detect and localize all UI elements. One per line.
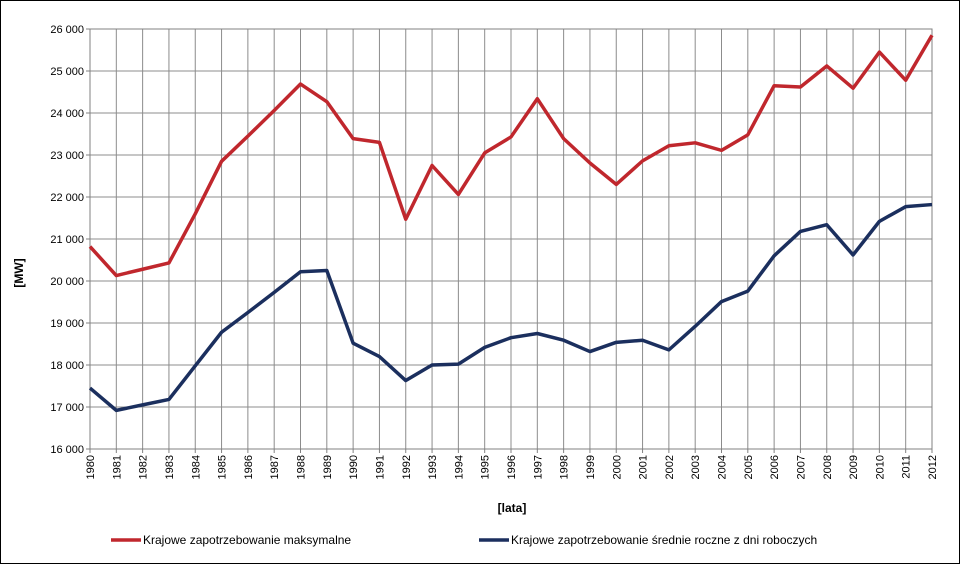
y-tick-label: 23 000 [50,150,84,162]
x-tick-label: 2011 [901,455,913,479]
x-tick-label: 1984 [190,455,202,479]
x-tick-label: 1980 [85,455,97,479]
x-tick-label: 1995 [480,455,492,479]
grid-lines [89,28,933,450]
y-tick-label: 25 000 [50,66,84,78]
y-tick-label: 17 000 [50,402,84,414]
x-tick-label: 1994 [453,455,465,479]
x-tick-label: 1997 [532,455,544,479]
y-tick-label: 16 000 [50,444,84,456]
x-tick-label: 1992 [401,455,413,479]
series-line-2 [88,202,933,413]
x-tick-label: 1996 [506,455,518,479]
x-tick-label: 1990 [348,455,360,479]
y-tick-label: 26 000 [50,24,84,36]
x-tick-label: 1998 [559,455,571,479]
x-tick-label: 1993 [427,455,439,479]
y-tick-label: 18 000 [50,360,84,372]
y-axis-ticks: 16 000 17 000 18 000 19 000 20 000 21 000 22 0… [50,24,90,456]
y-axis-label: [MW] [12,258,26,287]
x-tick-label: 1983 [164,455,176,479]
y-tick-label: 20 000 [50,276,84,288]
x-tick-label: 2005 [743,455,755,479]
legend: Krajowe zapotrzebowanie maksymalne Krajow… [111,533,817,547]
x-tick-label: 2002 [664,455,676,479]
x-axis-label: [lata] [498,501,527,515]
x-tick-label: 1982 [138,455,150,479]
x-tick-label: 2009 [848,455,860,479]
x-tick-label: 1985 [217,455,229,479]
x-tick-label: 2010 [874,455,886,479]
x-tick-label: 2006 [769,455,781,479]
legend-label-2: Krajowe zapotrzebowanie średnie roczne z… [511,533,817,547]
x-tick-label: 1987 [269,455,281,479]
y-tick-label: 22 000 [50,192,84,204]
y-tick-label: 21 000 [50,234,84,246]
x-tick-label: 2003 [690,455,702,479]
x-tick-label: 1999 [585,455,597,479]
x-tick-label: 1991 [374,455,386,479]
x-tick-label: 1988 [296,455,308,479]
x-tick-label: 2000 [611,455,623,479]
x-tick-label: 2007 [795,455,807,479]
x-tick-label: 1986 [243,455,255,479]
x-tick-label: 2001 [638,455,650,479]
x-tick-label: 2008 [822,455,834,479]
series-line-1 [88,34,934,278]
x-tick-label: 1981 [111,455,123,479]
x-tick-label: 2012 [927,455,939,479]
legend-label-1: Krajowe zapotrzebowanie maksymalne [143,533,351,547]
x-axis-ticks: 1980 1981 1982 1983 1984 1985 1986 1987 1988 1989… [85,449,939,479]
y-tick-label: 19 000 [50,318,84,330]
series-lines [88,34,934,413]
y-tick-label: 24 000 [50,108,84,120]
x-tick-label: 2004 [717,455,729,479]
x-tick-label: 1989 [322,455,334,479]
